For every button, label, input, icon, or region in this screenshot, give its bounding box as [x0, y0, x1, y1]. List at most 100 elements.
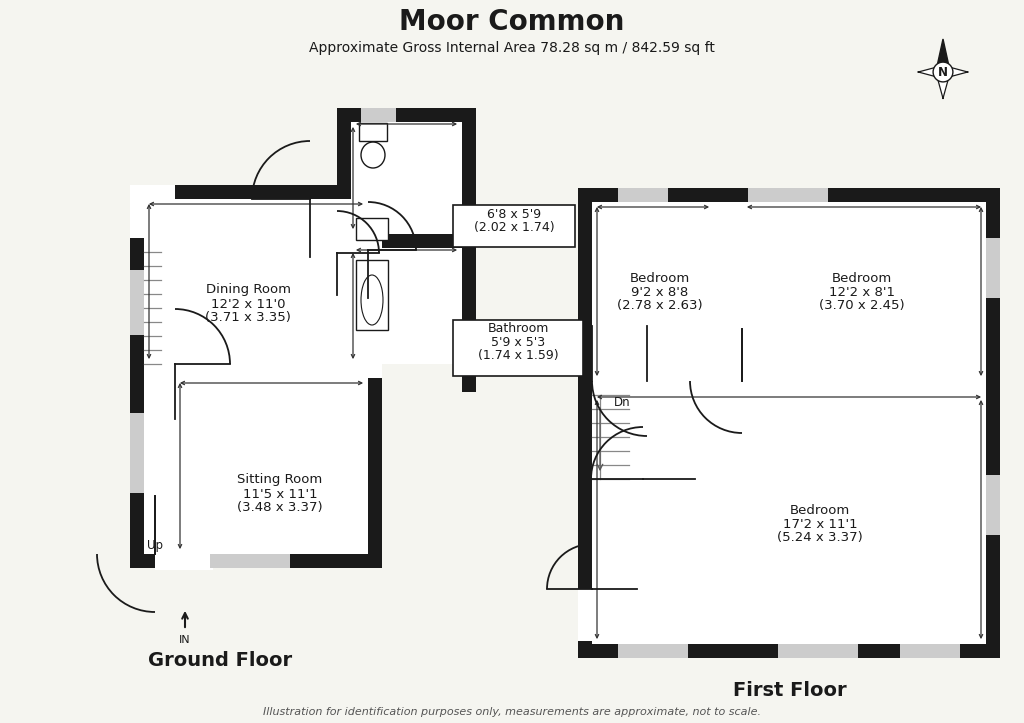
- Bar: [155, 554, 213, 570]
- Bar: [337, 108, 351, 378]
- Bar: [986, 238, 1000, 298]
- Bar: [337, 248, 351, 303]
- Text: (3.71 x 3.35): (3.71 x 3.35): [205, 312, 291, 325]
- Text: (3.48 x 3.37): (3.48 x 3.37): [238, 502, 323, 515]
- Bar: [130, 270, 144, 335]
- Circle shape: [933, 62, 953, 82]
- Text: First Floor: First Floor: [733, 680, 847, 699]
- Bar: [361, 108, 396, 122]
- Text: Illustration for identification purposes only, measurements are approximate, not: Illustration for identification purposes…: [263, 707, 761, 717]
- Bar: [368, 185, 382, 568]
- Text: Bathroom: Bathroom: [487, 322, 549, 335]
- Bar: [618, 644, 688, 658]
- Bar: [359, 123, 387, 141]
- Text: 5'9 x 5'3: 5'9 x 5'3: [490, 335, 545, 348]
- Bar: [714, 188, 728, 395]
- Text: (1.74 x 1.59): (1.74 x 1.59): [477, 349, 558, 362]
- Bar: [368, 245, 382, 315]
- Text: 12'2 x 11'0: 12'2 x 11'0: [211, 297, 286, 310]
- Bar: [748, 188, 828, 202]
- Text: (3.70 x 2.45): (3.70 x 2.45): [819, 299, 905, 312]
- Text: IN: IN: [179, 635, 190, 645]
- Bar: [161, 252, 175, 378]
- Bar: [130, 270, 144, 335]
- Bar: [161, 185, 175, 252]
- Text: 17'2 x 11'1: 17'2 x 11'1: [782, 518, 857, 531]
- Bar: [629, 479, 643, 529]
- Text: 9'2 x 8'8: 9'2 x 8'8: [632, 286, 688, 299]
- Bar: [778, 644, 858, 658]
- Text: Up: Up: [147, 539, 163, 552]
- Bar: [748, 188, 828, 202]
- Bar: [592, 381, 647, 395]
- Bar: [356, 260, 388, 330]
- Bar: [728, 381, 786, 395]
- Bar: [337, 245, 351, 305]
- Text: Ground Floor: Ground Floor: [147, 651, 292, 669]
- Bar: [361, 108, 396, 122]
- Text: 6'8 x 5'9: 6'8 x 5'9: [487, 208, 541, 221]
- Bar: [578, 395, 592, 493]
- Bar: [337, 108, 476, 122]
- Text: Bedroom: Bedroom: [790, 503, 850, 516]
- Bar: [130, 185, 382, 199]
- Bar: [351, 122, 462, 234]
- Bar: [453, 320, 583, 376]
- Text: (2.78 x 2.63): (2.78 x 2.63): [617, 299, 702, 312]
- Bar: [337, 234, 476, 248]
- Bar: [986, 475, 1000, 535]
- Bar: [578, 381, 1000, 395]
- Text: Sitting Room: Sitting Room: [238, 474, 323, 487]
- Bar: [210, 554, 290, 568]
- Text: 11'5 x 11'1: 11'5 x 11'1: [243, 487, 317, 500]
- Bar: [618, 188, 668, 202]
- Polygon shape: [919, 65, 943, 79]
- Bar: [130, 364, 382, 378]
- Bar: [144, 199, 368, 378]
- Bar: [578, 589, 592, 641]
- Bar: [618, 644, 688, 658]
- Text: Dining Room: Dining Room: [206, 283, 291, 296]
- Bar: [618, 188, 668, 202]
- Polygon shape: [936, 72, 950, 98]
- Text: (5.24 x 3.37): (5.24 x 3.37): [777, 531, 863, 544]
- Text: Dn: Dn: [614, 396, 631, 409]
- Bar: [900, 644, 961, 658]
- Bar: [629, 395, 643, 493]
- Bar: [210, 554, 290, 568]
- Text: 12'2 x 8'1: 12'2 x 8'1: [829, 286, 895, 299]
- Text: Bedroom: Bedroom: [831, 272, 892, 284]
- Bar: [368, 185, 476, 199]
- Text: N: N: [938, 66, 948, 79]
- Bar: [130, 238, 175, 252]
- Bar: [130, 413, 144, 493]
- Bar: [351, 199, 382, 378]
- Bar: [578, 644, 1000, 658]
- Bar: [578, 188, 1000, 202]
- Bar: [592, 202, 986, 644]
- Text: Moor Common: Moor Common: [399, 8, 625, 36]
- Bar: [161, 378, 175, 554]
- Bar: [365, 199, 368, 378]
- Bar: [351, 248, 462, 364]
- Bar: [144, 378, 368, 554]
- Bar: [130, 413, 144, 493]
- Bar: [578, 188, 592, 658]
- Bar: [462, 108, 476, 392]
- Polygon shape: [943, 65, 968, 79]
- Polygon shape: [936, 39, 950, 72]
- Bar: [356, 218, 388, 240]
- Bar: [986, 238, 1000, 298]
- Bar: [986, 475, 1000, 535]
- Bar: [130, 185, 144, 568]
- Bar: [130, 554, 382, 568]
- Text: (2.02 x 1.74): (2.02 x 1.74): [474, 221, 554, 234]
- Bar: [778, 644, 858, 658]
- Bar: [900, 644, 961, 658]
- Text: Bedroom: Bedroom: [630, 272, 690, 284]
- Bar: [578, 479, 643, 493]
- Bar: [453, 205, 575, 247]
- Bar: [986, 188, 1000, 658]
- Bar: [130, 185, 175, 238]
- Text: Approximate Gross Internal Area 78.28 sq m / 842.59 sq ft: Approximate Gross Internal Area 78.28 sq…: [309, 41, 715, 55]
